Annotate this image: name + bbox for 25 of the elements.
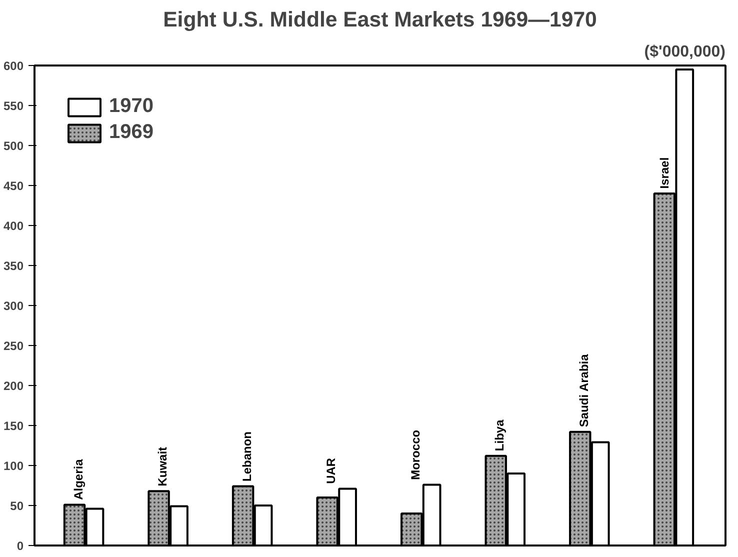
y-tick-label: 500 [3, 139, 24, 153]
chart-subtitle: ($'000,000) [644, 44, 726, 60]
y-tick-label: 150 [3, 419, 24, 433]
chart-title: Eight U.S. Middle East Markets 1969—1970 [163, 8, 597, 32]
y-tick-label: 100 [3, 459, 24, 473]
legend-label: 1969 [109, 121, 154, 144]
y-tick-label: 600 [3, 59, 24, 73]
x-tick-label: Libya [492, 419, 507, 452]
y-tick-label: 50 [10, 499, 24, 513]
legend-label: 1970 [109, 95, 154, 118]
y-tick-label: 250 [3, 339, 24, 353]
x-tick-label: Kuwait [156, 446, 170, 486]
y-tick-label: 400 [3, 219, 24, 233]
y-tick-label: 200 [3, 379, 24, 393]
x-tick-label: Algeria [71, 458, 86, 500]
x-tick-label: Lebanon [240, 432, 254, 482]
x-tick-label: UAR [324, 458, 338, 484]
y-tick-label: 300 [3, 299, 24, 313]
y-tick-label: 550 [3, 99, 24, 113]
y-tick-label: 450 [3, 179, 24, 193]
x-tick-label: Israel [657, 157, 672, 189]
x-tick-label: Morocco [408, 430, 422, 480]
x-tick-label: Saudi Arabia [576, 354, 591, 428]
y-tick-label: 350 [3, 259, 24, 273]
y-tick-label: 0 [16, 539, 24, 553]
